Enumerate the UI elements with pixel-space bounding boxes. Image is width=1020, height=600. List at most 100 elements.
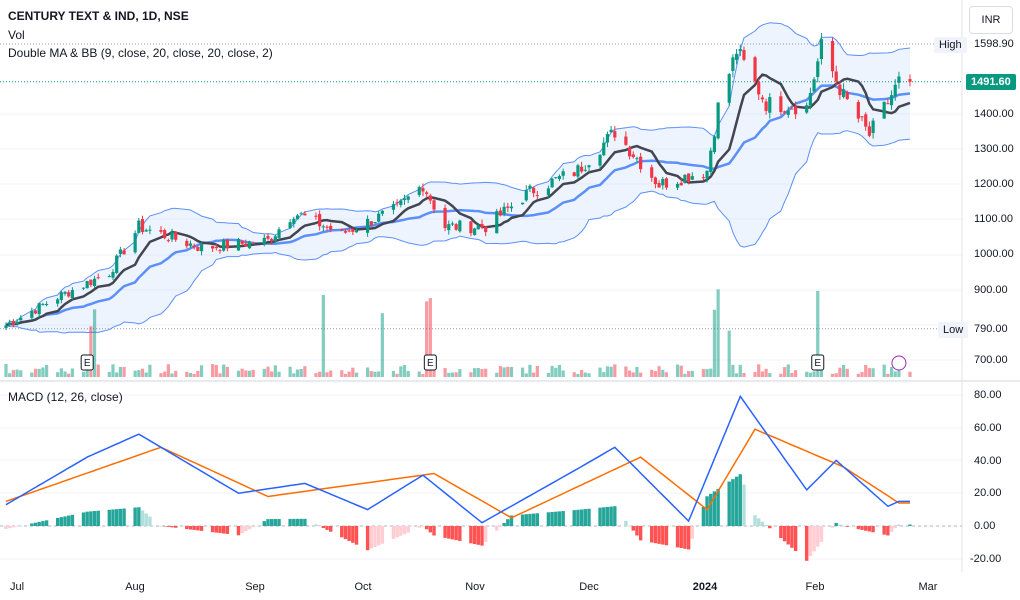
macd-histogram-bar	[55, 517, 60, 526]
candle-body	[262, 237, 266, 245]
candle-body	[532, 187, 536, 194]
volume-bar	[845, 368, 849, 377]
candle-body	[421, 188, 425, 192]
volume-bar	[380, 313, 384, 377]
candle-body	[318, 213, 322, 227]
macd-tick: 40.00	[974, 455, 1002, 467]
volume-bar	[137, 370, 141, 377]
macd-histogram-bar	[365, 526, 370, 551]
volume-bar	[351, 367, 355, 377]
macd-histogram-bar	[690, 526, 695, 539]
candle-body	[325, 226, 329, 228]
macd-histogram-bar	[140, 510, 145, 526]
candle-body	[67, 292, 71, 297]
macd-histogram-bar	[92, 511, 97, 526]
volume-bar	[882, 364, 886, 377]
volume-bar	[373, 371, 377, 377]
volume-bar	[830, 373, 835, 377]
volume-bar	[399, 366, 403, 377]
candle-body	[122, 250, 126, 255]
volume-bar	[343, 373, 348, 377]
candle-body	[273, 236, 277, 241]
volume-bar	[222, 364, 226, 377]
candle-body	[624, 136, 628, 145]
volume-bar	[428, 298, 432, 377]
volume-bar	[425, 301, 429, 377]
macd-histogram-bar	[709, 493, 713, 526]
candle-body	[675, 184, 680, 188]
candle-body	[133, 233, 137, 253]
macd-histogram-bar	[701, 506, 706, 526]
macd-histogram-bar	[314, 524, 318, 526]
volume-bar	[266, 366, 270, 377]
volume-bar	[133, 370, 137, 377]
volume-bar	[635, 366, 639, 377]
symbol-title: CENTURY TEXT & IND, 1D, NSE	[8, 9, 189, 23]
macd-label[interactable]: MACD (12, 26, close)	[8, 390, 123, 404]
volume-bar	[587, 373, 591, 377]
volume-bar	[196, 370, 200, 377]
macd-histogram-bar	[185, 526, 189, 530]
volume-bar	[295, 369, 300, 377]
currency-button[interactable]: INR	[969, 6, 1013, 34]
candle-body	[812, 79, 816, 92]
candle-body	[214, 246, 218, 249]
macd-histogram-bar	[162, 526, 167, 527]
price-tick: 1400.00	[974, 108, 1014, 120]
volume-bar	[329, 370, 333, 377]
volume-bar	[908, 371, 912, 377]
macd-histogram-bar	[480, 526, 484, 546]
volume-bar	[199, 365, 204, 377]
volume-bar	[495, 372, 499, 377]
macd-histogram-bar	[686, 526, 691, 550]
candle-body	[627, 147, 632, 157]
volume-bar	[92, 309, 97, 377]
candle-body	[572, 172, 576, 177]
candle-body	[148, 229, 152, 231]
volume-bar	[30, 372, 34, 377]
candle-body	[458, 220, 462, 232]
candle-body	[779, 96, 783, 113]
candle-body	[428, 195, 432, 201]
candle-body	[690, 176, 694, 180]
volume-label[interactable]: Vol	[8, 28, 25, 42]
candle-body	[727, 74, 731, 103]
macd-histogram-bar	[856, 526, 861, 530]
volume-bar	[794, 370, 798, 377]
candle-body	[366, 218, 370, 233]
macd-histogram-bar	[432, 526, 436, 536]
candle-body	[716, 102, 720, 139]
high-tag: High	[934, 37, 967, 53]
volume-bar	[502, 367, 506, 377]
candle-body	[380, 210, 384, 214]
candle-body	[137, 220, 141, 233]
macd-histogram-bar	[214, 526, 219, 533]
indicator-label[interactable]: Double MA & BB (9, close, 20, close, 20,…	[8, 46, 273, 60]
volume-bar	[170, 373, 174, 377]
volume-bar	[11, 370, 15, 377]
macd-histogram-bar	[7, 526, 12, 529]
volume-bar	[118, 366, 122, 377]
time-label: Mar	[918, 581, 938, 593]
candle-body	[15, 321, 19, 325]
candle-body	[19, 317, 23, 321]
candle-body	[687, 173, 691, 182]
candle-body	[653, 177, 658, 185]
macd-histogram-bar	[871, 526, 875, 533]
candle-body	[476, 225, 480, 230]
candle-body	[469, 221, 473, 234]
volume-bar	[819, 366, 824, 377]
candle-body	[395, 202, 399, 204]
macd-histogram-bar	[483, 526, 488, 542]
macd-histogram-bar	[210, 526, 215, 533]
ma20-line	[5, 84, 911, 327]
candle-body	[816, 61, 820, 78]
earnings-marker-label: E	[814, 358, 821, 369]
macd-histogram-bar	[369, 526, 373, 549]
candle-body	[705, 170, 709, 179]
volume-bar	[790, 372, 794, 377]
macd-histogram-bar	[786, 526, 790, 545]
volume-bar	[454, 372, 458, 377]
candle-body	[805, 105, 809, 113]
